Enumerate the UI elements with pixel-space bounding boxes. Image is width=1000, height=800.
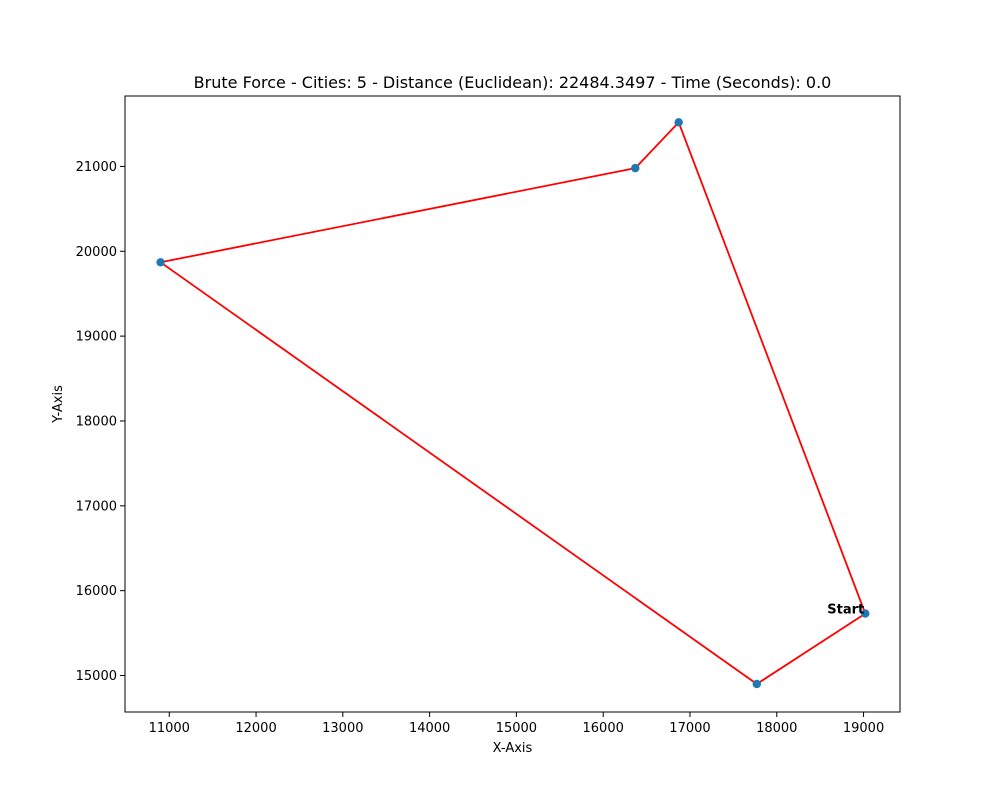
route-segment [634,121,680,170]
annotation-layer: Start [827,603,864,618]
plot-frame [124,95,901,713]
x-tick-label: 15000 [496,721,537,736]
city-point [631,163,640,173]
x-tick-label: 16000 [583,721,624,736]
y-tick-label: 17000 [76,499,117,514]
city-point [156,258,165,267]
route-segment [159,167,637,264]
route-layer [159,121,867,685]
y-tick-label: 21000 [76,160,117,175]
x-axis-ticks: 11000 12000 13000 14000 15000 16000 17000 18000… [149,712,884,736]
chart-title: Brute Force - Cities: 5 - Distance (Eucl… [194,73,832,92]
start-annotation: Start [827,603,864,618]
route-segment [755,612,867,685]
points-layer [156,118,870,689]
city-point [674,118,683,127]
x-tick-label: 19000 [843,721,884,736]
x-tick-label: 13000 [322,721,363,736]
x-tick-label: 11000 [149,721,190,736]
city-point [861,609,870,618]
city-point [752,679,762,689]
x-tick-label: 18000 [756,721,797,736]
y-tick-label: 15000 [76,669,117,684]
route-segment [677,121,867,615]
y-tick-label: 18000 [76,414,117,429]
x-tick-label: 12000 [235,721,276,736]
y-tick-label: 16000 [76,584,117,599]
x-tick-label: 14000 [409,721,450,736]
y-tick-label: 20000 [76,245,117,260]
y-axis-ticks: 15000 16000 17000 18000 19000 20000 21000 [76,160,125,684]
route-segment [159,261,758,685]
x-tick-label: 17000 [669,721,710,736]
y-axis-label: Y-Axis [51,385,66,424]
x-axis-label: X-Axis [493,741,533,756]
y-tick-label: 19000 [76,330,117,345]
